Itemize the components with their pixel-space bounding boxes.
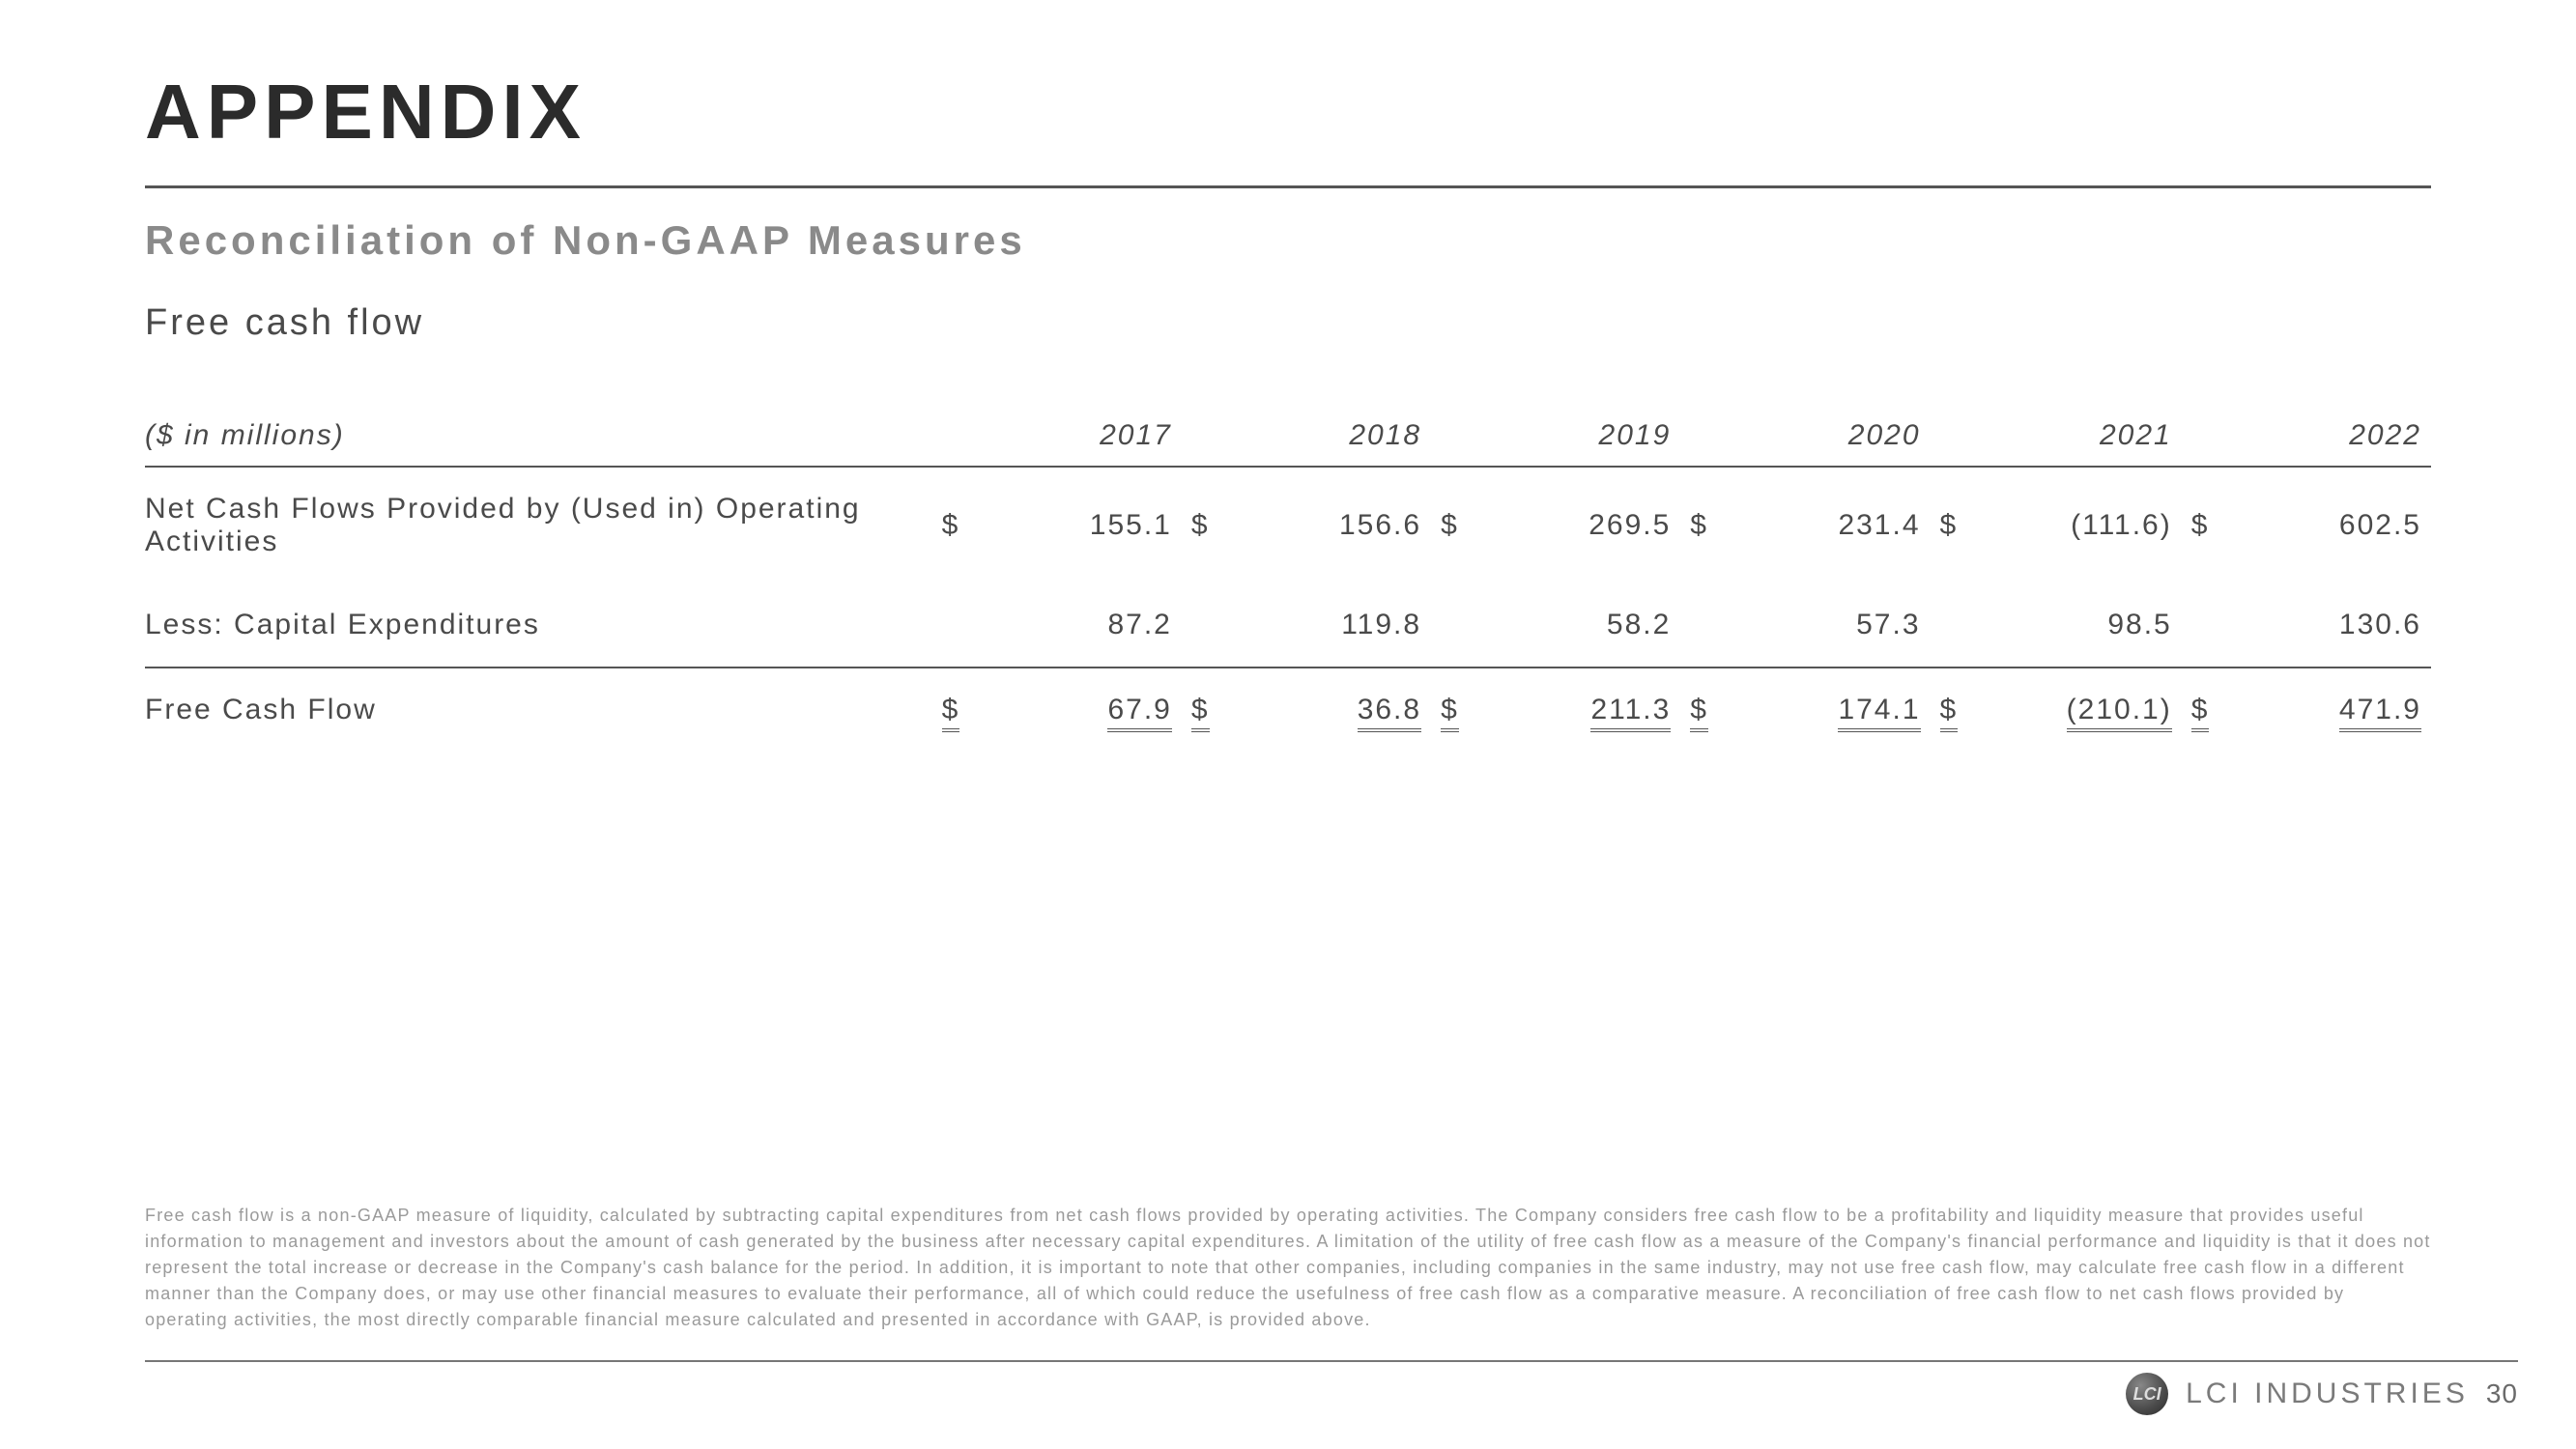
dollar-sign: $ (1931, 668, 1968, 752)
row-label: Free Cash Flow (145, 668, 932, 752)
row-label: Less: Capital Expenditures (145, 583, 932, 668)
header-spacer (1680, 402, 1718, 467)
year-header: 2021 (1967, 402, 2182, 467)
cell-value: 269.5 (1469, 467, 1681, 583)
cell-value: 602.5 (2218, 467, 2431, 583)
dollar-sign (1680, 583, 1718, 668)
dollar-sign: $ (2182, 668, 2219, 752)
dollar-sign: $ (932, 467, 970, 583)
dollar-sign: $ (932, 668, 970, 752)
dollar-sign: $ (1182, 467, 1219, 583)
table-header: ($ in millions) 2017 2018 2019 2020 2021 2022 (145, 402, 2431, 467)
cell-value: 211.3 (1469, 668, 1681, 752)
reconciliation-table: ($ in millions)201720182019202020212022 … (145, 402, 2431, 752)
header-spacer (2182, 402, 2219, 467)
cell-value: 67.9 (969, 668, 1182, 752)
cell-value: 87.2 (969, 583, 1182, 668)
title-rule (145, 185, 2431, 188)
table-body: Net Cash Flows Provided by (Used in) Ope… (145, 467, 2431, 752)
table-row: Less: Capital Expenditures 87.2 119.8 58.2 5… (145, 583, 2431, 668)
dollar-sign (1182, 583, 1219, 668)
cell-value: 58.2 (1469, 583, 1681, 668)
dollar-sign: $ (1431, 668, 1469, 752)
cell-value: 174.1 (1718, 668, 1931, 752)
year-header: 2017 (969, 402, 1182, 467)
subtitle: Reconciliation of Non-GAAP Measures (145, 217, 2431, 264)
dollar-sign (2182, 583, 2219, 668)
cell-value: 130.6 (2218, 583, 2431, 668)
unit-label: ($ in millions) (145, 402, 932, 467)
year-header: 2018 (1219, 402, 1432, 467)
dollar-sign: $ (1680, 668, 1718, 752)
dollar-sign: $ (1182, 668, 1219, 752)
page-number: 30 (2486, 1378, 2518, 1409)
header-spacer (1931, 402, 1968, 467)
dollar-sign (1431, 583, 1469, 668)
dollar-sign (1931, 583, 1968, 668)
year-header: 2019 (1469, 402, 1681, 467)
logo-icon: LCI (2126, 1373, 2168, 1415)
page-title: APPENDIX (145, 68, 2431, 156)
header-spacer (1182, 402, 1219, 467)
year-header: 2022 (2218, 402, 2431, 467)
footer: LCI LCI INDUSTRIES 30 (2126, 1373, 2518, 1415)
cell-value: 156.6 (1219, 467, 1432, 583)
cell-value: (111.6) (1967, 467, 2182, 583)
header-spacer (1431, 402, 1469, 467)
cell-value: 57.3 (1718, 583, 1931, 668)
dollar-sign: $ (1680, 467, 1718, 583)
slide-container: APPENDIX Reconciliation of Non-GAAP Meas… (0, 0, 2576, 1449)
cell-value: 98.5 (1967, 583, 2182, 668)
row-label: Net Cash Flows Provided by (Used in) Ope… (145, 467, 932, 583)
table-row: Free Cash Flow$67.9$36.8$211.3$174.1$(21… (145, 668, 2431, 752)
table-row: Net Cash Flows Provided by (Used in) Ope… (145, 467, 2431, 583)
cell-value: 471.9 (2218, 668, 2431, 752)
dollar-sign (932, 583, 970, 668)
cell-value: (210.1) (1967, 668, 2182, 752)
company-name: LCI INDUSTRIES (2186, 1378, 2469, 1410)
cell-value: 155.1 (969, 467, 1182, 583)
footer-rule (145, 1360, 2518, 1362)
section-label: Free cash flow (145, 302, 2431, 344)
footnote-text: Free cash flow is a non-GAAP measure of … (145, 1203, 2431, 1333)
dollar-sign: $ (1431, 467, 1469, 583)
cell-value: 36.8 (1219, 668, 1432, 752)
cell-value: 119.8 (1219, 583, 1432, 668)
cell-value: 231.4 (1718, 467, 1931, 583)
year-header: 2020 (1718, 402, 1931, 467)
dollar-sign: $ (1931, 467, 1968, 583)
header-spacer (932, 402, 970, 467)
dollar-sign: $ (2182, 467, 2219, 583)
